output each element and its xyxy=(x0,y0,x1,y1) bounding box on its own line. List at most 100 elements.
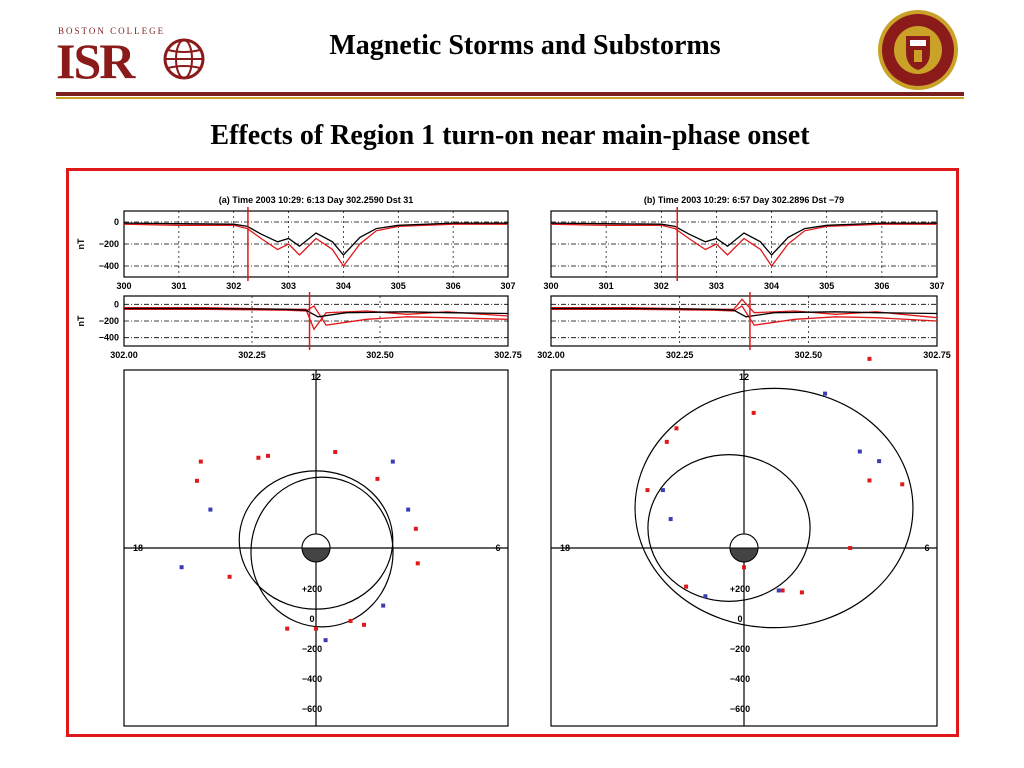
header-rule xyxy=(56,92,964,96)
panel-a-red-point xyxy=(375,476,380,481)
panel-a-top-xtick-label: 300 xyxy=(116,281,131,291)
panel-a-bottom-xtick-label: 302.25 xyxy=(238,350,266,360)
panel-a-bottom-series-1-line xyxy=(124,305,509,326)
panel-a-radial-tick-label: +200 xyxy=(302,584,322,594)
panel-a-red-point xyxy=(194,478,199,483)
panel-a-top-xtick-label: 306 xyxy=(446,281,461,291)
isr-logo: BOSTON COLLEGE ISR xyxy=(54,24,205,94)
globe-icon xyxy=(163,38,205,80)
panel-a-top-ytick-label: 0 xyxy=(114,217,119,227)
panel-b-blue-point xyxy=(823,391,828,396)
slide-subtitle: Effects of Region 1 turn-on near main-ph… xyxy=(210,120,810,151)
panel-b-radial-tick-label: −600 xyxy=(730,704,750,714)
panel-a-radial-tick-label: 0 xyxy=(309,614,314,624)
panel-b-bottom-xtick-label: 302.00 xyxy=(537,350,565,360)
panel-b-top-series-1-line xyxy=(550,222,937,256)
panel-a-top-xtick-label: 307 xyxy=(500,281,515,291)
panel-b-blue-point xyxy=(877,459,882,464)
header-rule-gold xyxy=(56,97,964,99)
panel-b-earth-symbol xyxy=(729,533,759,563)
panel-a-polar-label-right: 6 xyxy=(495,543,500,553)
panel-a-earth-symbol xyxy=(301,533,331,563)
panel-a-blue-point xyxy=(179,565,184,570)
panel-b-title: (b) Time 2003 10:29: 6:57 Day 302.2896 D… xyxy=(644,195,844,205)
panel-b-red-point xyxy=(780,588,785,593)
panel-b-red-point xyxy=(684,584,689,589)
panel-a-bottom-xtick-label: 302.00 xyxy=(110,350,138,360)
panel-a-top-xtick-label: 304 xyxy=(336,281,351,291)
panel-a-bottom-xtick-label: 302.50 xyxy=(366,350,394,360)
panel-b-boundary-outer xyxy=(634,387,914,629)
panel-b-radial-tick-label: −400 xyxy=(730,674,750,684)
panel-b-red-point xyxy=(848,546,853,550)
panel-a-polar-label-top: 12 xyxy=(311,372,321,382)
panel-b-radial-tick-label: +200 xyxy=(730,584,750,594)
panel-a-boundary-inner xyxy=(250,476,394,628)
panel-b-red-point xyxy=(664,439,669,444)
panel-b-red-point xyxy=(674,426,679,431)
panel-b-top-xtick-label: 302 xyxy=(654,281,669,291)
panel-b-top-xtick-label: 305 xyxy=(819,281,834,291)
panel-a-red-point xyxy=(348,618,353,623)
panel-b-red-point xyxy=(799,590,804,595)
panel-b-blue-point xyxy=(668,517,673,522)
panel-b-red-point xyxy=(867,478,872,483)
panel-b-polar-label-top: 12 xyxy=(739,372,749,382)
panel-a-red-point xyxy=(362,622,366,627)
panel-a-top-ytick-label: −400 xyxy=(99,261,119,271)
panel-a-radial-tick-label: −400 xyxy=(302,674,322,684)
panel-a-blue-point xyxy=(390,459,395,464)
panel-b-blue-point xyxy=(857,449,862,454)
panel-b-boundary-inner xyxy=(647,454,811,602)
panel-b-bottom-xtick-label: 302.25 xyxy=(666,350,694,360)
panel-a-bottom-xtick-label: 302.75 xyxy=(494,350,522,360)
panel-a-red-point xyxy=(413,526,418,531)
panel-a-red-point xyxy=(198,459,203,464)
panel-a-top-series-1-line xyxy=(123,222,508,256)
panel-b-blue-point xyxy=(703,594,708,599)
panel-a-bottom-ytick-label: −400 xyxy=(99,333,119,343)
panel-a-red-point xyxy=(256,455,261,460)
logo-small-text: BOSTON COLLEGE xyxy=(58,26,166,36)
panel-b-polar-label-left: 18 xyxy=(560,543,570,553)
panel-a-bottom-ytick-label: 0 xyxy=(114,299,119,309)
panel-a-bottom-series-2-line xyxy=(124,307,509,318)
panel-b-top-xtick-label: 303 xyxy=(709,281,724,291)
panel-b-red-point xyxy=(751,410,756,415)
panel-a-blue-point xyxy=(406,507,411,512)
panel-a-blue-point xyxy=(208,507,213,512)
panel-b-blue-point xyxy=(776,588,781,593)
panel-b-red-point xyxy=(742,565,746,570)
panel-a-top-xtick-label: 303 xyxy=(281,281,296,291)
panel-b-red-point xyxy=(645,488,650,493)
boston-college-seal xyxy=(878,10,958,90)
panel-b-bottom-xtick-label: 302.50 xyxy=(795,350,823,360)
panel-b-bottom-series-1-line xyxy=(551,305,938,326)
panel-a-red-point xyxy=(227,574,232,579)
logo-text: ISR xyxy=(56,33,135,89)
panel-b-polar-label-right: 6 xyxy=(924,543,929,553)
panel-a-top-ylabel: nT xyxy=(76,238,86,249)
panel-b-top-series-0-line xyxy=(550,223,937,268)
panel-b-bottom-series-2-line xyxy=(551,307,938,318)
panel-a-blue-point xyxy=(323,638,328,643)
panel-a-top-series-0-line xyxy=(123,223,508,268)
panel-b-earth-day xyxy=(729,533,759,549)
panel-a-polar-label-left: 18 xyxy=(133,543,143,553)
panel-a-radial-tick-label: −600 xyxy=(302,704,322,714)
panel-a-top-xtick-label: 302 xyxy=(226,281,241,291)
panel-a-bottom-ytick-label: −200 xyxy=(99,316,119,326)
panel-a-blue-point xyxy=(381,603,386,608)
panel-a-title: (a) Time 2003 10:29: 6:13 Day 302.2590 D… xyxy=(219,195,413,205)
page-title: Magnetic Storms and Substorms xyxy=(329,30,721,61)
panel-a-top-xtick-label: 305 xyxy=(391,281,406,291)
panel-b-top-xtick-label: 300 xyxy=(543,281,558,291)
panel-a-earth-day xyxy=(301,533,331,549)
figure-frame xyxy=(66,168,959,737)
panel-b-top-xtick-label: 301 xyxy=(599,281,614,291)
panel-b-red-point xyxy=(900,482,905,487)
panel-b-radial-tick-label: 0 xyxy=(737,614,742,624)
panel-a-radial-tick-label: −200 xyxy=(302,644,322,654)
panel-a-bottom-ylabel: nT xyxy=(76,315,86,326)
